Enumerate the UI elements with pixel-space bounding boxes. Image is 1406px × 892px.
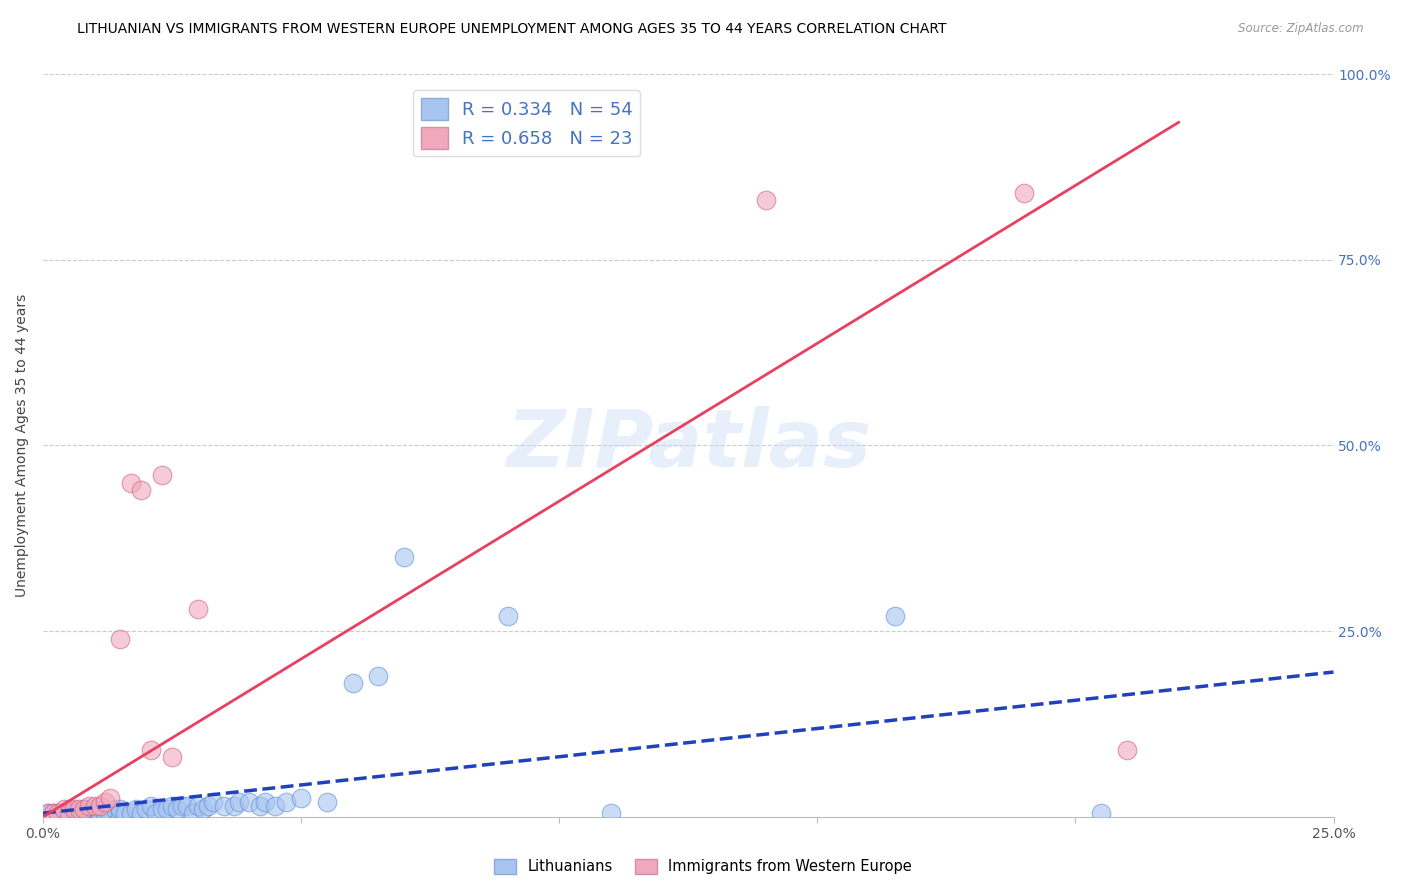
Point — [1090, 806, 1112, 821]
Point — [120, 806, 142, 821]
Point — [120, 475, 142, 490]
Point — [160, 798, 183, 813]
Point — [79, 806, 101, 821]
Point — [114, 806, 136, 821]
Point — [58, 806, 80, 821]
Point — [67, 802, 90, 816]
Point — [42, 806, 65, 821]
Point — [367, 669, 389, 683]
Point — [496, 609, 519, 624]
Point — [129, 483, 152, 497]
Point — [83, 806, 105, 821]
Text: Source: ZipAtlas.com: Source: ZipAtlas.com — [1239, 22, 1364, 36]
Point — [197, 798, 219, 813]
Point — [166, 802, 188, 816]
Point — [110, 806, 132, 821]
Point — [125, 802, 148, 816]
Point — [202, 795, 225, 809]
Point — [110, 632, 132, 646]
Point — [172, 798, 194, 813]
Point — [599, 806, 621, 821]
Point — [52, 802, 75, 816]
Point — [79, 798, 101, 813]
Point — [37, 806, 59, 821]
Point — [58, 806, 80, 821]
Point — [83, 802, 105, 816]
Point — [98, 791, 121, 805]
Text: LITHUANIAN VS IMMIGRANTS FROM WESTERN EUROPE UNEMPLOYMENT AMONG AGES 35 TO 44 YE: LITHUANIAN VS IMMIGRANTS FROM WESTERN EU… — [77, 22, 946, 37]
Point — [73, 802, 96, 816]
Point — [187, 798, 209, 813]
Point — [883, 609, 905, 624]
Point — [274, 795, 297, 809]
Point — [156, 802, 179, 816]
Point — [160, 750, 183, 764]
Point — [315, 795, 337, 809]
Point — [58, 802, 80, 816]
Text: ZIPatlas: ZIPatlas — [506, 407, 870, 484]
Point — [37, 806, 59, 821]
Point — [145, 806, 167, 821]
Point — [181, 806, 204, 821]
Point — [141, 743, 163, 757]
Point — [342, 676, 364, 690]
Point — [228, 795, 250, 809]
Legend: Lithuanians, Immigrants from Western Europe: Lithuanians, Immigrants from Western Eur… — [488, 853, 918, 880]
Point — [98, 806, 121, 821]
Point — [394, 549, 416, 564]
Point — [104, 802, 127, 816]
Point — [141, 798, 163, 813]
Point — [264, 798, 287, 813]
Y-axis label: Unemployment Among Ages 35 to 44 years: Unemployment Among Ages 35 to 44 years — [15, 293, 30, 597]
Point — [94, 806, 117, 821]
Point — [63, 802, 86, 816]
Point — [48, 806, 70, 821]
Point — [135, 802, 157, 816]
Point — [253, 795, 276, 809]
Point — [67, 806, 90, 821]
Point — [89, 798, 111, 813]
Point — [191, 802, 214, 816]
Point — [249, 798, 271, 813]
Point — [150, 802, 173, 816]
Point — [42, 806, 65, 821]
Point — [110, 802, 132, 816]
Point — [129, 806, 152, 821]
Point — [63, 806, 86, 821]
Point — [187, 602, 209, 616]
Point — [1116, 743, 1139, 757]
Point — [290, 791, 312, 805]
Point — [222, 798, 245, 813]
Point — [89, 806, 111, 821]
Point — [212, 798, 235, 813]
Point — [73, 802, 96, 816]
Point — [73, 806, 96, 821]
Legend: R = 0.334   N = 54, R = 0.658   N = 23: R = 0.334 N = 54, R = 0.658 N = 23 — [413, 90, 640, 156]
Point — [83, 798, 105, 813]
Point — [176, 798, 198, 813]
Point — [150, 468, 173, 483]
Point — [94, 795, 117, 809]
Point — [48, 806, 70, 821]
Point — [238, 795, 260, 809]
Point — [755, 194, 778, 208]
Point — [1012, 186, 1035, 200]
Point — [52, 806, 75, 821]
